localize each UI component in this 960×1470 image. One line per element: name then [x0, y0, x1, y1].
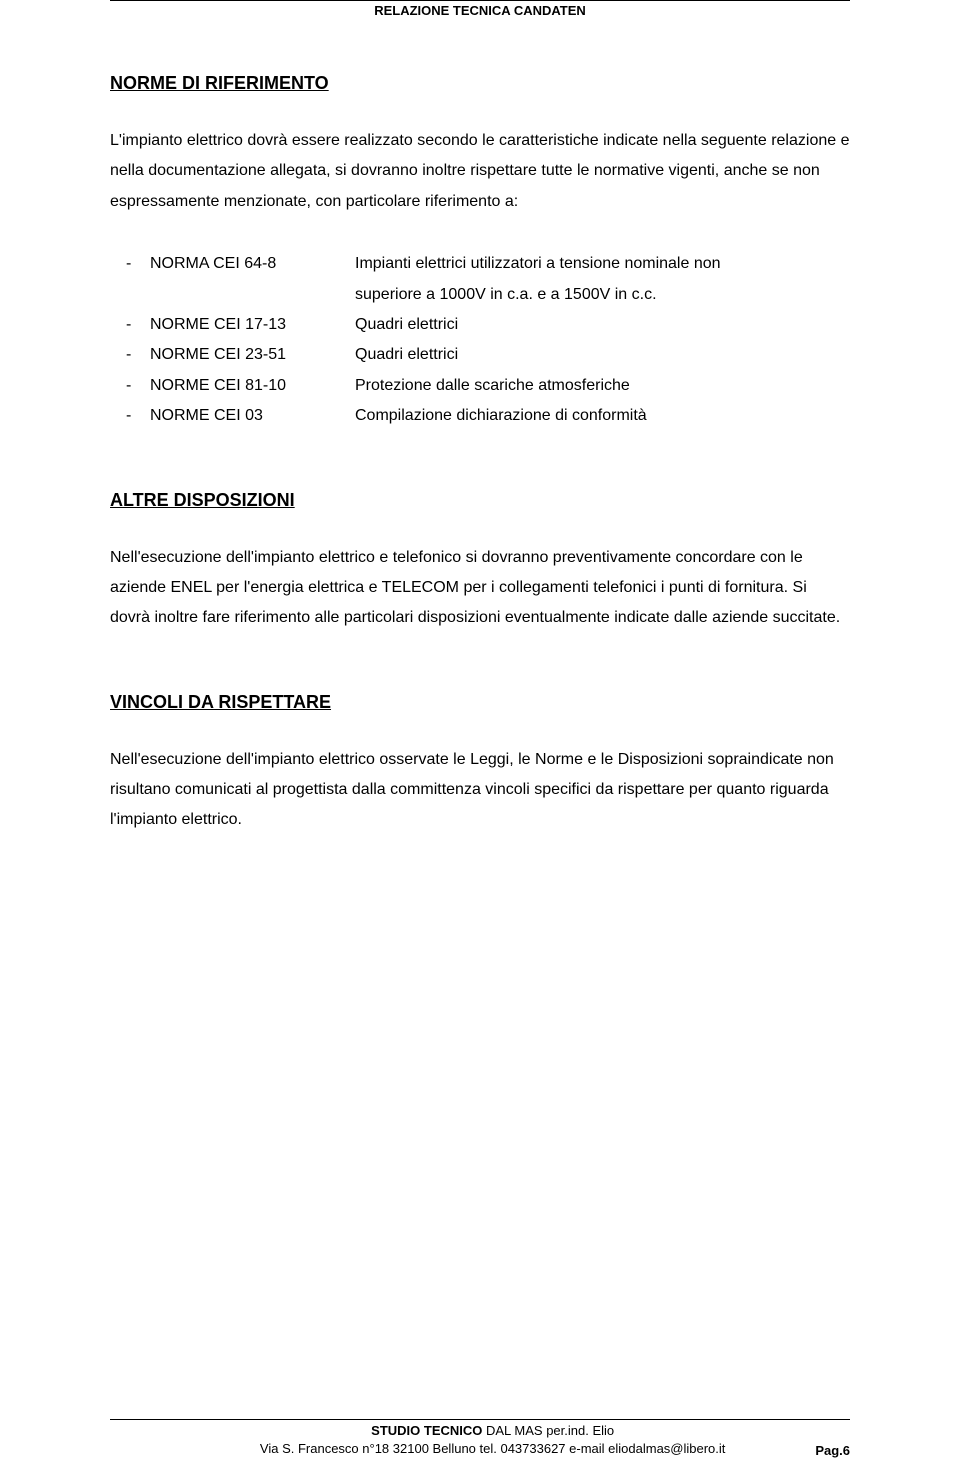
footer-center: STUDIO TECNICO DAL MAS per.ind. Elio Via… — [260, 1422, 726, 1458]
list-dash: - — [110, 310, 150, 340]
norm-list: - NORMA CEI 64-8 Impianti elettrici util… — [110, 249, 850, 431]
norm-row: - NORME CEI 03 Compilazione dichiarazion… — [110, 401, 850, 431]
header-title: RELAZIONE TECNICA CANDATEN — [0, 3, 960, 18]
section-heading-altre: ALTRE DISPOSIZIONI — [110, 490, 850, 511]
norm-row: superiore a 1000V in c.a. e a 1500V in c… — [110, 280, 850, 310]
vincoli-body: Nell'esecuzione dell'impianto elettrico … — [110, 745, 850, 836]
norm-row: - NORME CEI 23-51 Quadri elettrici — [110, 340, 850, 370]
section-heading-vincoli: VINCOLI DA RISPETTARE — [110, 692, 850, 713]
norm-desc: Protezione dalle scariche atmosferiche — [355, 371, 850, 401]
footer-address: Via S. Francesco n°18 32100 Belluno tel.… — [260, 1440, 726, 1458]
norm-row: - NORMA CEI 64-8 Impianti elettrici util… — [110, 249, 850, 279]
list-dash: - — [110, 371, 150, 401]
norme-intro: L'impianto elettrico dovrà essere realiz… — [110, 126, 850, 217]
list-dash: - — [110, 401, 150, 431]
norm-desc: Compilazione dichiarazione di conformità — [355, 401, 850, 431]
norm-label: NORMA CEI 64-8 — [150, 249, 355, 279]
norm-desc: Quadri elettrici — [355, 340, 850, 370]
norm-label: NORME CEI 81-10 — [150, 371, 355, 401]
norm-row: - NORME CEI 81-10 Protezione dalle scari… — [110, 371, 850, 401]
norm-label: NORME CEI 23-51 — [150, 340, 355, 370]
footer-page: Pag.6 — [815, 1443, 850, 1458]
footer-studio-bold: STUDIO TECNICO — [371, 1423, 482, 1438]
altre-body: Nell'esecuzione dell'impianto elettrico … — [110, 543, 850, 634]
list-dash: - — [110, 340, 150, 370]
norm-label: NORME CEI 17-13 — [150, 310, 355, 340]
norm-desc: Quadri elettrici — [355, 310, 850, 340]
norm-row: - NORME CEI 17-13 Quadri elettrici — [110, 310, 850, 340]
footer: STUDIO TECNICO DAL MAS per.ind. Elio Via… — [110, 1419, 850, 1458]
norm-desc: superiore a 1000V in c.a. e a 1500V in c… — [355, 280, 850, 310]
section-heading-norme: NORME DI RIFERIMENTO — [110, 73, 850, 94]
list-dash: - — [110, 249, 150, 279]
footer-studio-rest: DAL MAS per.ind. Elio — [482, 1423, 614, 1438]
norm-label: NORME CEI 03 — [150, 401, 355, 431]
norm-desc: Impianti elettrici utilizzatori a tensio… — [355, 249, 850, 279]
